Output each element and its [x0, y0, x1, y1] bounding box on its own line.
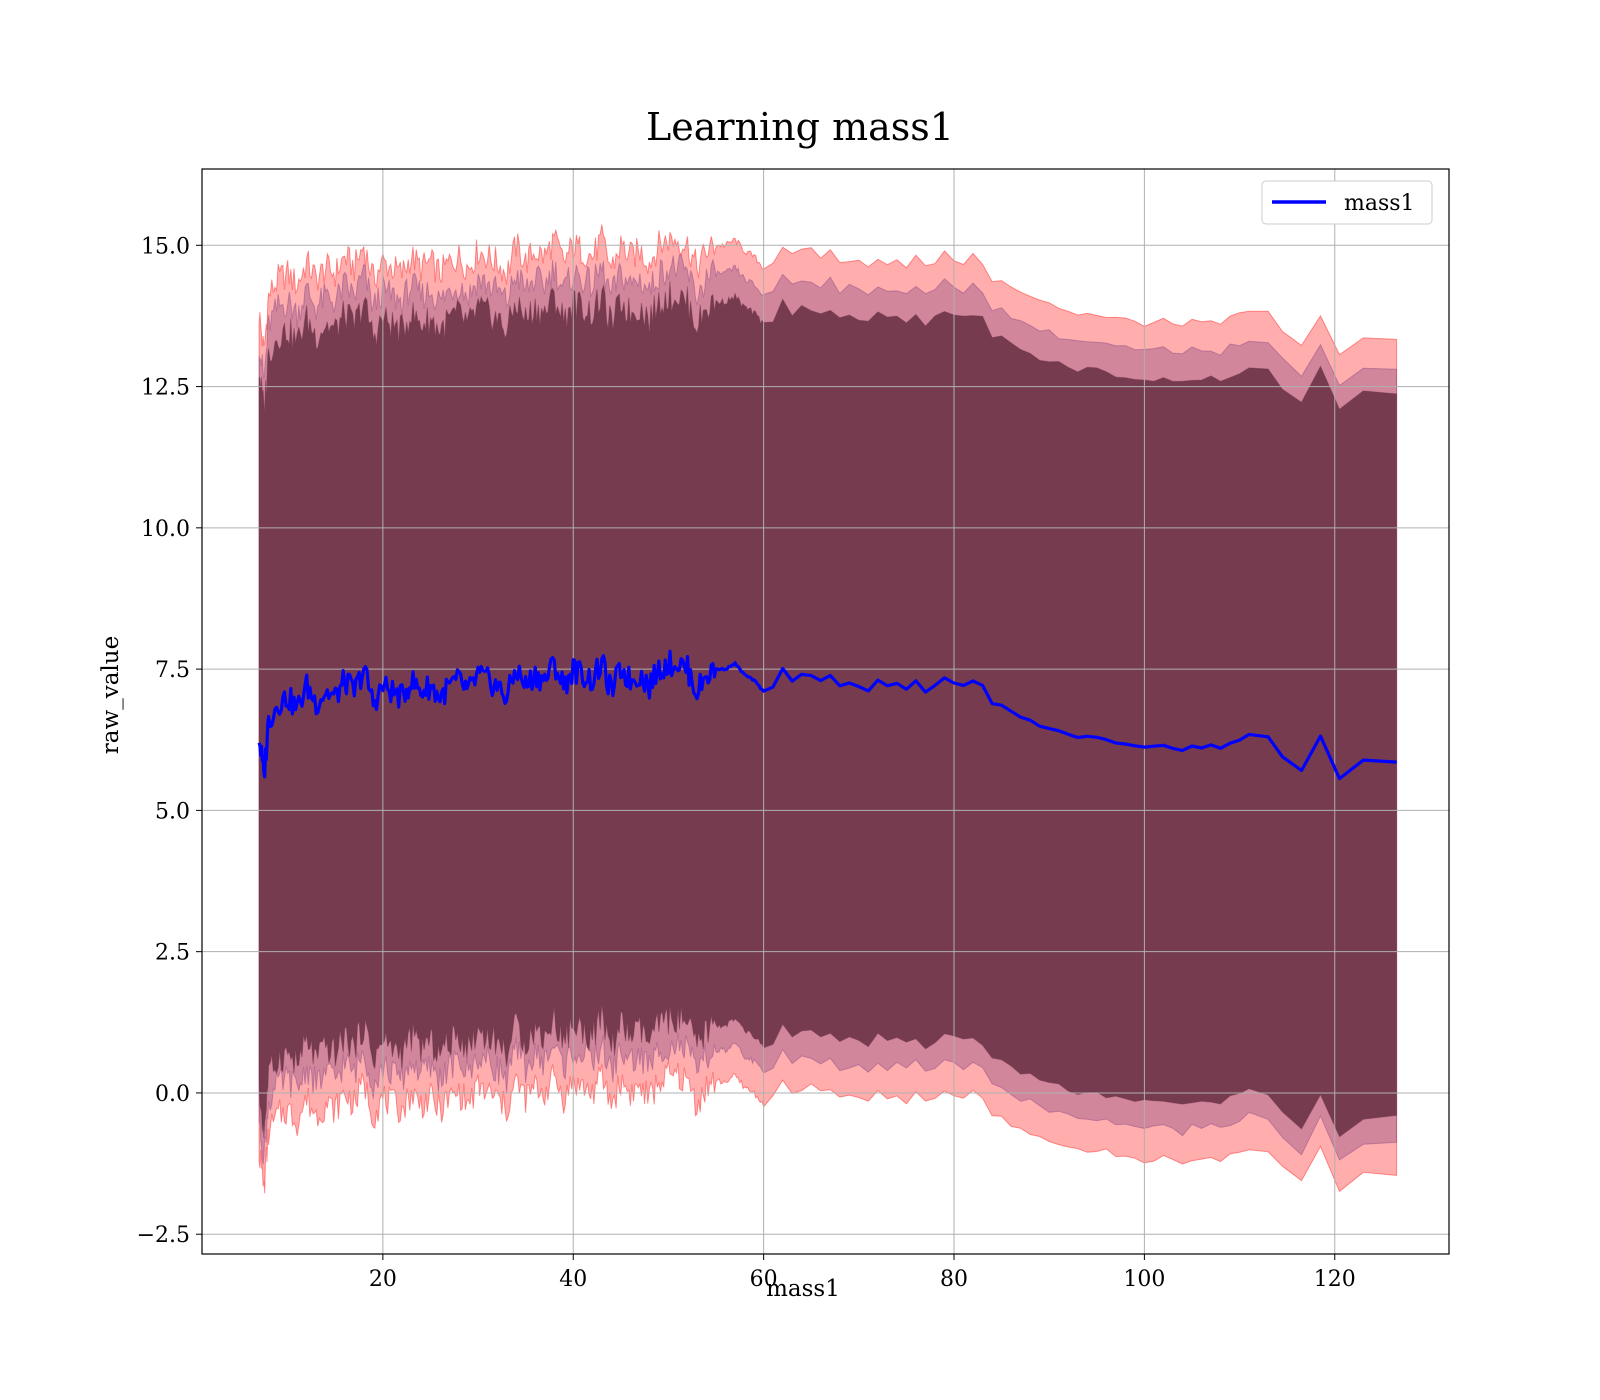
- series-line-mass1: [257, 649, 1397, 781]
- y-tick-label: 12.5: [141, 376, 190, 401]
- x-tick-label: 120: [1314, 1267, 1356, 1292]
- x-tick-label: 40: [559, 1267, 587, 1292]
- y-tick-label: 15.0: [141, 234, 190, 259]
- legend-box: [1261, 180, 1433, 225]
- plot-frame: [201, 168, 1450, 1255]
- x-axis-label: mass1: [766, 1276, 840, 1302]
- y-tick-label: 10.0: [141, 517, 190, 542]
- x-tick-label: 100: [1123, 1267, 1165, 1292]
- y-tick-label: 2.5: [155, 941, 190, 966]
- x-tick-label: 20: [369, 1267, 397, 1292]
- x-tick-label: 80: [940, 1267, 968, 1292]
- legend-label-mass1: mass1: [1344, 191, 1415, 216]
- band-core: [258, 281, 1398, 1139]
- y-tick-label: 5.0: [155, 799, 190, 824]
- y-axis-label: raw_value: [98, 636, 124, 754]
- y-tick-label: −2.5: [137, 1223, 190, 1248]
- y-tick-label: 0.0: [155, 1082, 190, 1107]
- x-tick-label: 60: [750, 1267, 778, 1292]
- legend: mass1: [1261, 180, 1433, 225]
- chart-title: Learning mass1: [646, 105, 954, 149]
- plot-area: 20 40 60 80 100 120 −2.5 0.0 2.5 5.0 7.5 10.0 12.5 15…: [137, 168, 1450, 1292]
- y-tick-label: 7.5: [155, 658, 190, 683]
